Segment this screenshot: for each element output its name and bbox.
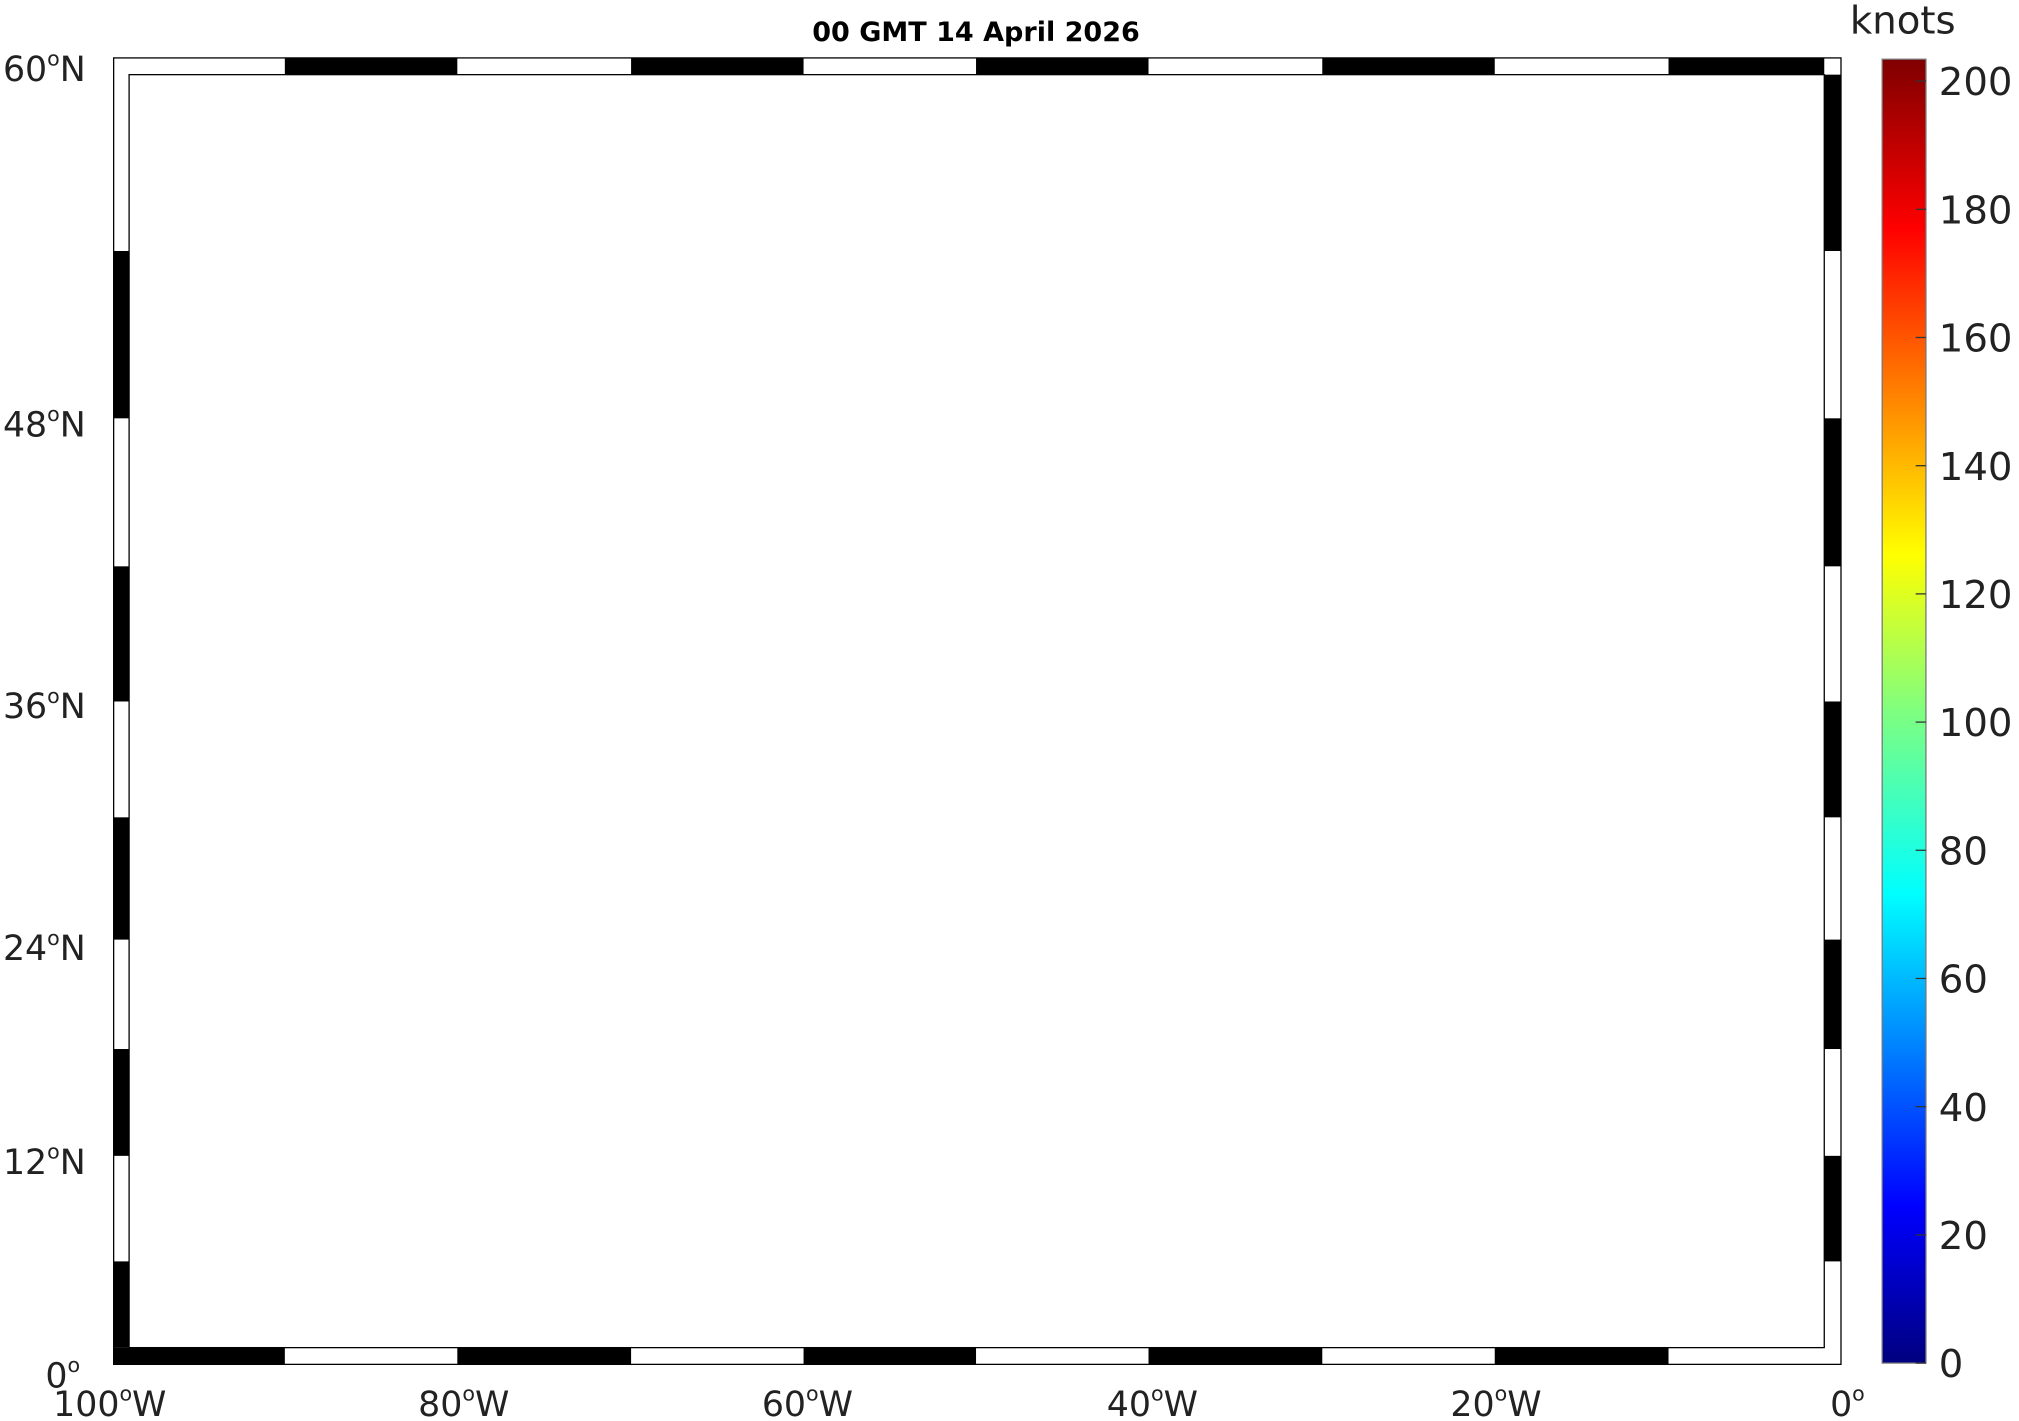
- colorbar-tick-label: 200: [1939, 60, 2013, 105]
- frame-check-bottom: [113, 1347, 285, 1365]
- frame-check-left: [113, 250, 130, 419]
- colorbar-gradient: [1881, 58, 1927, 1364]
- colorbar-tick-label: 180: [1939, 188, 2013, 233]
- lat-label-48n: 48oN: [3, 402, 86, 445]
- lat-label-36n: 36oN: [3, 684, 86, 727]
- colorbar-tick-label: 80: [1939, 829, 1988, 874]
- frame-check-top: [284, 57, 458, 75]
- colorbar-tick-label: 160: [1939, 317, 2013, 362]
- colorbar-unit-label: knots: [1850, 0, 1956, 43]
- frame-check-top: [1668, 57, 1825, 75]
- lon-label-40w: 40oW: [1107, 1381, 1198, 1421]
- frame-check-right: [1824, 74, 1841, 251]
- colorbar-tick-label: 0: [1939, 1342, 1964, 1387]
- colorbar-tick-label: 100: [1939, 701, 2013, 746]
- frame-checkerboard: [113, 57, 1841, 1365]
- latitude-labels: 60oN 48oN 36oN 24oN 12oN 0o: [3, 47, 86, 1397]
- lon-label-0: 0o: [1830, 1381, 1865, 1421]
- frame-check-right: [1824, 701, 1841, 818]
- map-frame: [113, 57, 1842, 1366]
- colorbar-tick-label: 40: [1939, 1086, 1988, 1131]
- frame-check-bottom: [803, 1347, 977, 1365]
- longitude-labels: 100oW 80oW 60oW 40oW 20oW 0o: [53, 1381, 1865, 1421]
- frame-check-left: [113, 817, 130, 940]
- colorbar-tick-label: 60: [1939, 958, 1988, 1003]
- lon-label-100w: 100oW: [53, 1381, 166, 1421]
- frame-check-right: [1824, 1155, 1841, 1262]
- lon-label-60w: 60oW: [762, 1381, 853, 1421]
- frame-outer: [113, 57, 1842, 1366]
- lat-label-12n: 12oN: [3, 1139, 86, 1182]
- frame-check-bottom: [457, 1347, 632, 1365]
- lon-label-20w: 20oW: [1450, 1381, 1541, 1421]
- lon-label-80w: 80oW: [418, 1381, 509, 1421]
- frame-check-right: [1824, 418, 1841, 567]
- frame-check-top: [976, 57, 1149, 75]
- frame-check-bottom: [1148, 1347, 1323, 1365]
- frame-check-top: [631, 57, 804, 75]
- frame-check-left: [113, 1049, 130, 1156]
- frame-check-bottom: [1494, 1347, 1669, 1365]
- colorbar-tick-label: 140: [1939, 445, 2013, 490]
- lat-label-24n: 24oN: [3, 926, 86, 969]
- lat-label-0: 0o: [45, 1353, 80, 1396]
- lat-label-60n: 60oN: [3, 47, 86, 90]
- frame-check-left: [113, 1261, 130, 1348]
- map-title: 00 GMT 14 April 2026: [812, 17, 1140, 48]
- colorbar-tick-label: 20: [1939, 1214, 1988, 1259]
- colorbar-tick-label: 120: [1939, 573, 2013, 618]
- frame-check-left: [113, 566, 130, 702]
- frame-check-right: [1824, 939, 1841, 1050]
- frame-check-top: [1322, 57, 1495, 75]
- frame-inner: [128, 74, 1825, 1349]
